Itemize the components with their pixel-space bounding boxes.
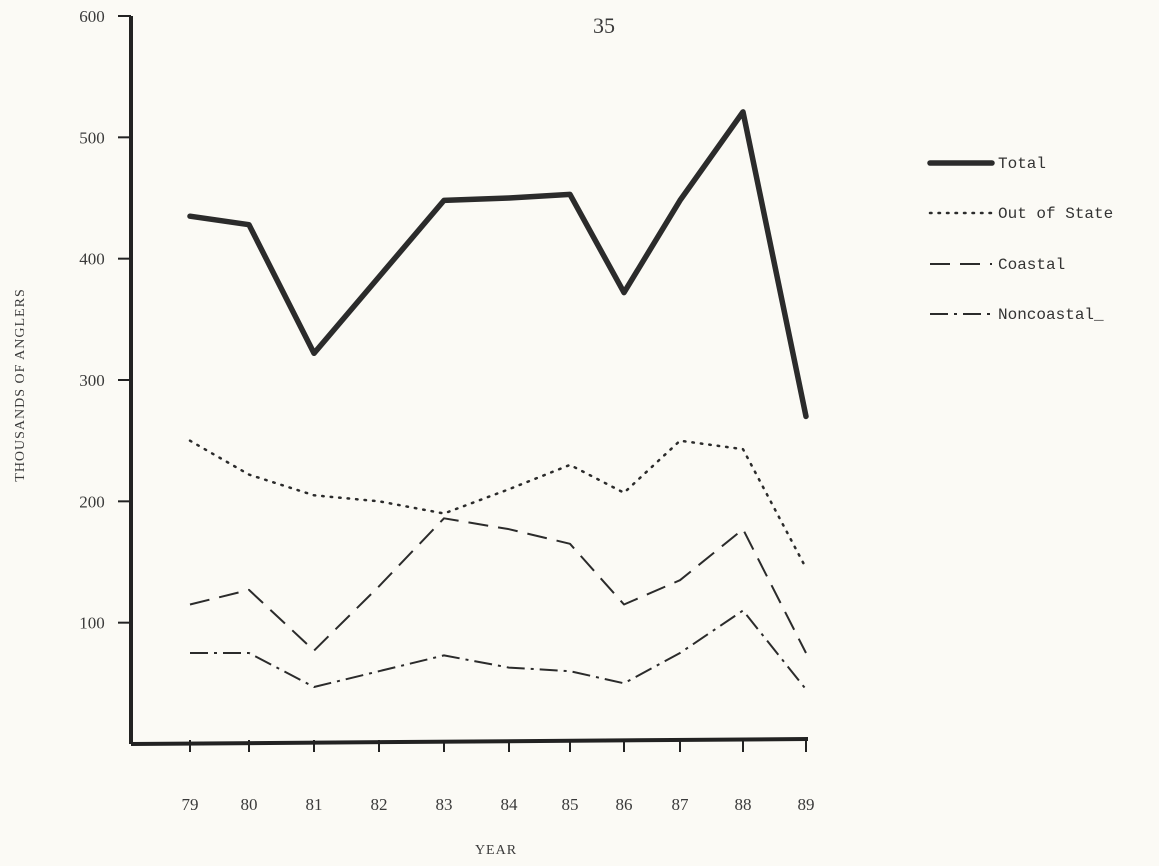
- x-axis-title: YEAR: [475, 843, 517, 858]
- x-tick-label: 81: [306, 795, 323, 814]
- x-tick-label: 82: [371, 795, 388, 814]
- y-tick-label: 100: [79, 614, 105, 633]
- legend-label: Total: [998, 155, 1046, 173]
- series-line-out-of-state: [188, 439, 808, 570]
- y-tick-label: 300: [79, 371, 105, 390]
- series-line-noncoastal: [190, 609, 807, 691]
- x-tick-label: 80: [241, 795, 258, 814]
- page-number: 35: [593, 13, 615, 38]
- series-line-coastal: [189, 517, 807, 654]
- x-tick-label: 79: [182, 795, 199, 814]
- x-tick-label: 84: [501, 795, 519, 814]
- series-layer: [187, 109, 809, 691]
- y-tick-label: 400: [79, 250, 105, 269]
- x-tick-label: 87: [672, 795, 690, 814]
- x-tick-label: 89: [798, 795, 815, 814]
- legend-label: Out of State: [998, 205, 1113, 223]
- y-tick-label: 500: [79, 128, 105, 147]
- y-ticks: 600 500 400 300 200 100: [79, 7, 131, 633]
- x-tick-label: 88: [735, 795, 752, 814]
- x-tick-label: 83: [436, 795, 453, 814]
- x-ticks: 79 80 81 82 83 84 85 86 87 88 89: [182, 740, 815, 814]
- y-tick-label: 200: [79, 492, 105, 511]
- y-axis-title: THOUSANDS OF ANGLERS: [13, 288, 28, 481]
- legend-label: Coastal: [998, 256, 1065, 274]
- x-axis-line: [130, 737, 809, 746]
- y-tick-label: 600: [79, 7, 105, 26]
- legend-label: Noncoastal_: [998, 306, 1104, 324]
- x-tick-label: 85: [562, 795, 579, 814]
- x-tick-label: 86: [616, 795, 633, 814]
- legend: Total Out of State Coastal Noncoastal_: [927, 155, 1113, 324]
- series-line-total: [187, 109, 809, 420]
